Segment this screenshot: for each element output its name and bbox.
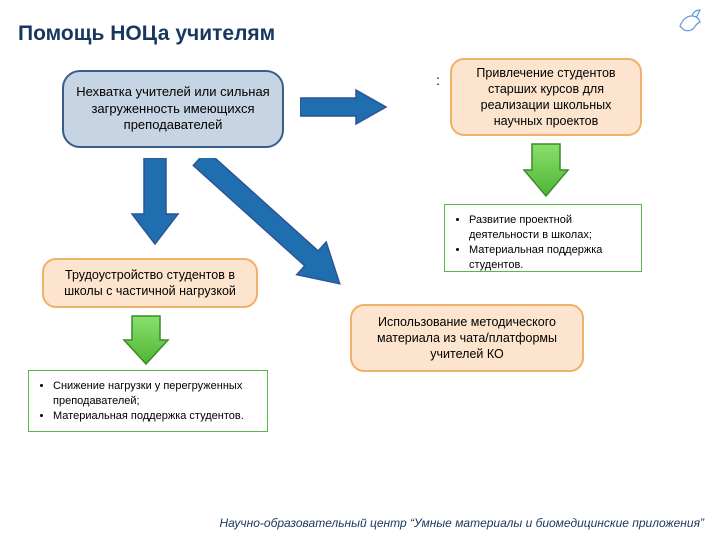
arrow-right [300,88,388,126]
bullets-left: Снижение нагрузки у перегруженных препод… [28,370,268,432]
node-problem-text: Нехватка учителей или сильная загруженно… [76,84,270,135]
footer-text: Научно-образовательный центр “Умные мате… [219,516,704,530]
bullets-right: Развитие проектной деятельности в школах… [444,204,642,272]
colon-text: : [436,72,440,88]
logo [674,6,706,38]
node-materials: Использование методического материала из… [350,304,584,372]
node-materials-text: Использование методического материала из… [366,314,568,363]
node-students-projects: Привлечение студентов старших курсов для… [450,58,642,136]
node-students-projects-text: Привлечение студентов старших курсов для… [466,65,626,130]
bullet-item: Снижение нагрузки у перегруженных препод… [53,379,257,409]
chevron-down-left [122,314,170,366]
bullet-item: Материальная поддержка студентов. [469,243,631,273]
bullet-item: Развитие проектной деятельности в школах… [469,213,631,243]
arrow-down-left [130,158,180,246]
dove-icon [674,6,706,38]
node-problem: Нехватка учителей или сильная загруженно… [62,70,284,148]
slide-title: Помощь НОЦа учителям [18,22,275,46]
chevron-down-right [522,142,570,198]
arrow-diagonal [190,158,370,308]
bullet-item: Материальная поддержка студентов. [53,409,257,424]
